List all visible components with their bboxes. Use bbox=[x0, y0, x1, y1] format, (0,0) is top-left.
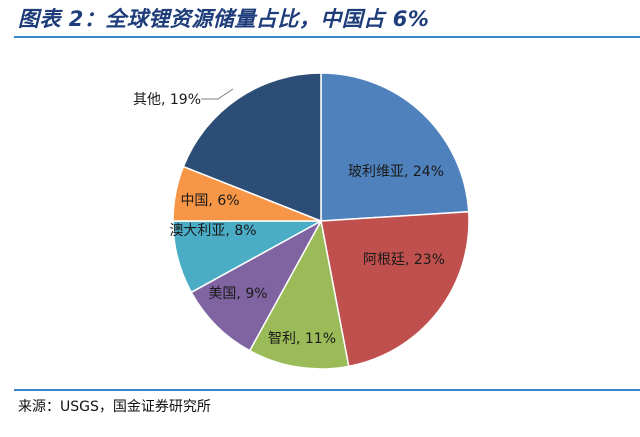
title-divider bbox=[14, 36, 640, 38]
pie-slice bbox=[182, 72, 322, 223]
pie-slice bbox=[320, 72, 470, 222]
slice-label: 澳大利亚, 8% bbox=[169, 223, 256, 239]
footer-divider bbox=[14, 389, 640, 391]
slice-label: 智利, 11% bbox=[268, 331, 336, 347]
slice-label: 阿根廷, 23% bbox=[363, 252, 445, 268]
pie-slice bbox=[190, 219, 323, 352]
slice-label: 中国, 6% bbox=[180, 193, 239, 209]
page-title: 图表 2：全球锂资源储量占比，中国占 6% bbox=[18, 7, 430, 31]
label-leader-line bbox=[201, 88, 234, 100]
pie-slice bbox=[248, 218, 350, 370]
slice-label: 玻利维亚, 24% bbox=[348, 164, 444, 180]
slice-label: 其他, 19% bbox=[133, 92, 201, 108]
slice-label: 美国, 9% bbox=[208, 286, 267, 302]
source-note: 来源：USGS，国金证券研究所 bbox=[18, 399, 211, 415]
pie-slice bbox=[320, 210, 470, 368]
